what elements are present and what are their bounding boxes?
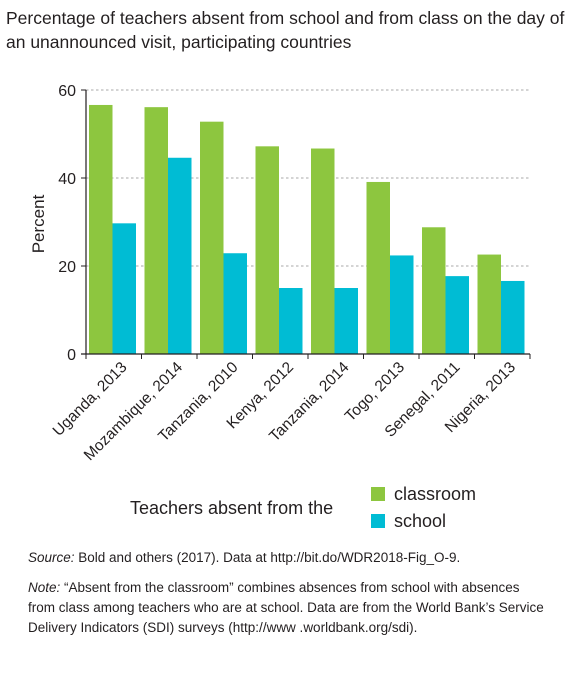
legend-label-classroom: classroom [394, 484, 476, 504]
bar-classroom [366, 181, 390, 354]
bar-school [445, 276, 469, 354]
legend: Teachers absent from the classroom school [130, 484, 476, 531]
y-axis-label: Percent [29, 194, 48, 253]
bar-school [223, 253, 247, 354]
bar-classroom [255, 146, 279, 354]
gridlines [81, 89, 530, 355]
legend-swatch-school [371, 514, 385, 528]
bar-classroom [89, 104, 113, 355]
note-text: “Absent from the classroom” combines abs… [28, 580, 544, 635]
source-label: Source: [28, 550, 75, 565]
bar-school [501, 280, 525, 354]
bar-classroom [422, 227, 446, 354]
legend-title: Teachers absent from the [130, 498, 333, 518]
bar-classroom [311, 148, 335, 354]
footnote: Note: “Absent from the classroom” combin… [28, 578, 548, 638]
bar-classroom [144, 107, 168, 354]
bar-classroom [200, 121, 224, 355]
axes [81, 90, 531, 359]
bars [89, 104, 525, 355]
x-tick-label: Mozambique, 2014 [81, 359, 187, 465]
note-label: Note: [28, 580, 61, 595]
y-tick-label: 60 [58, 83, 76, 100]
bar-school [334, 288, 358, 354]
bar-school [168, 157, 192, 354]
source-text: Bold and others (2017). Data at http://b… [74, 550, 461, 565]
bar-school [390, 255, 414, 354]
chart-title: Percentage of teachers absent from schoo… [6, 8, 565, 52]
source-note: Source: Bold and others (2017). Data at … [28, 548, 568, 568]
bar-school [112, 223, 136, 354]
bar-classroom [477, 254, 501, 354]
legend-label-school: school [394, 511, 446, 531]
legend-swatch-classroom [371, 487, 385, 501]
y-tick-label: 20 [58, 259, 76, 276]
y-tick-label: 40 [58, 171, 76, 188]
bar-school [279, 288, 303, 354]
y-tick-labels: 0 20 40 60 [58, 83, 76, 364]
y-tick-label: 0 [67, 347, 76, 364]
